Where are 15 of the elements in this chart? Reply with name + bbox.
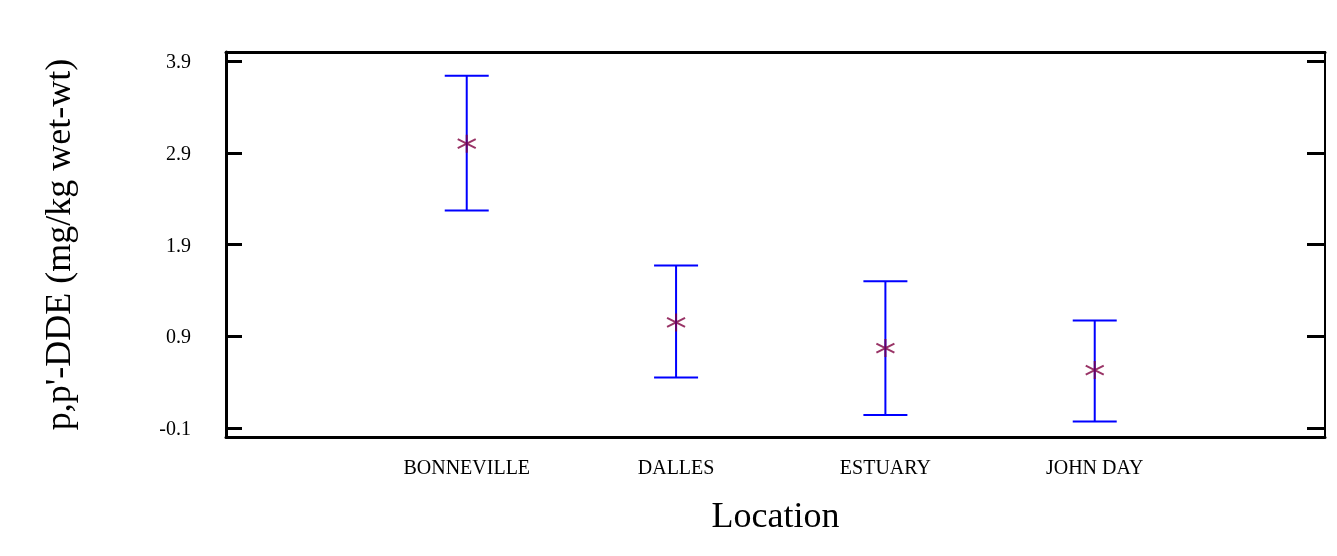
x-tick-label: BONNEVILLE [403, 456, 531, 478]
point [456, 133, 477, 154]
y-tick-label: 1.9 [166, 233, 191, 256]
y-tick-label: -0.1 [159, 416, 191, 439]
y-tick-label: 3.9 [166, 50, 191, 73]
point [875, 338, 896, 359]
x-axis-title: Location [711, 495, 840, 535]
x-tick-label: DALLES [637, 456, 715, 478]
y-axis-title: p,p'-DDE (mg/kg wet-wt) [38, 58, 78, 431]
point [1084, 360, 1105, 381]
x-tick-label: ESTUARY [839, 456, 931, 478]
point [666, 312, 687, 333]
y-tick-label: 0.9 [166, 325, 191, 348]
x-tick-label: JOHN DAY [1045, 456, 1144, 478]
y-tick-label: 2.9 [166, 141, 191, 164]
